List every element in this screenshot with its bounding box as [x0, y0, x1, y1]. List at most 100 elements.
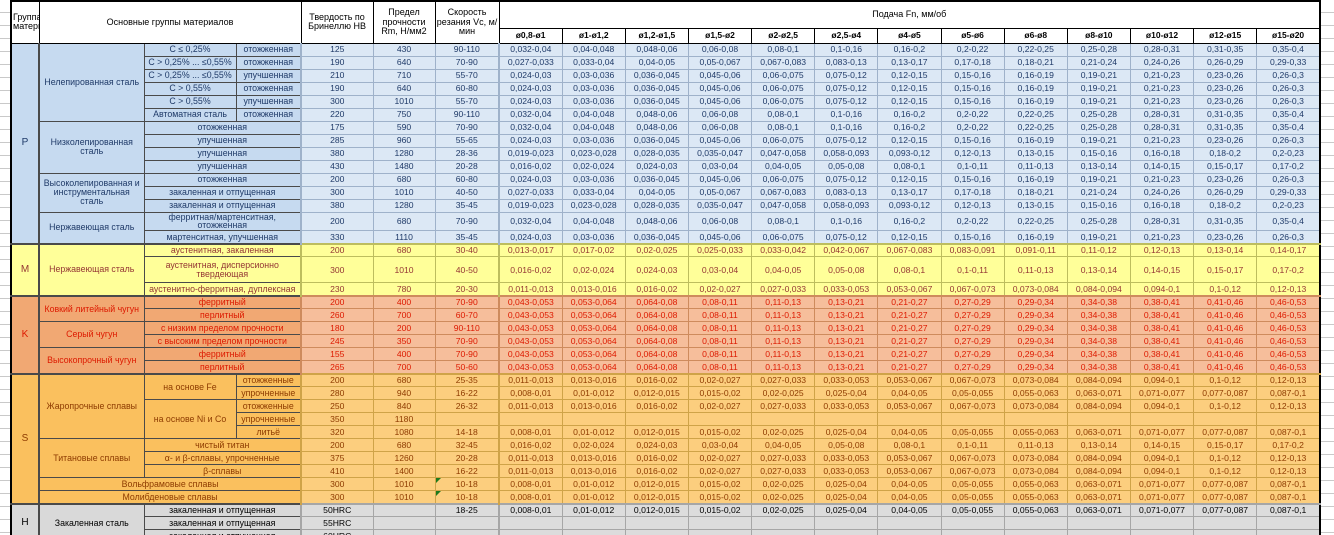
feed-cell: 0,2-0,22 — [940, 211, 1005, 232]
diameter-column-header: ø0,8-ø1 — [498, 27, 563, 44]
feed-cell: 0,017-0,02 — [561, 242, 626, 258]
feed-cell: 0,13-0,17 — [877, 55, 942, 70]
feed-cell: 0,02-0,027 — [687, 451, 753, 466]
feed-cell: 0,16-0,18 — [1129, 146, 1195, 161]
feed-cell: 0,02-0,025 — [751, 386, 816, 401]
feed-cell: 0,46-0,53 — [1256, 294, 1321, 310]
table-row: K Ковкий литейный чугун ферритный 200 400 70-… — [10, 294, 1321, 375]
feed-cell: 0,02-0,025 — [751, 490, 816, 505]
speed-cell: 25-35 — [434, 372, 501, 388]
feed-cell: 0,15-0,16 — [940, 68, 1005, 83]
feed-cell: 0,015-0,02 — [687, 477, 753, 492]
feed-cell: 0,045-0,06 — [687, 133, 753, 148]
material-label-cell: мартенситная, упучшенная — [143, 230, 302, 245]
material-label-cell: литьё — [235, 425, 302, 440]
feed-cell: 0,024-0,03 — [498, 81, 563, 96]
feed-cell: 0,025-0,04 — [814, 502, 879, 518]
feed-cell: 0,12-0,13 — [940, 146, 1005, 161]
speed-cell: 55-70 — [434, 94, 501, 109]
feed-cell: 0,063-0,071 — [1066, 386, 1131, 401]
feed-cell: 0,06-0,075 — [751, 172, 816, 187]
feed-cell: 0,036-0,045 — [624, 81, 689, 96]
feed-cell: 0,06-0,075 — [751, 68, 816, 83]
feed-cell: 0,016-0,02 — [624, 372, 689, 388]
material-label-cell: Закаленная сталь — [38, 502, 145, 535]
feed-cell: 0,067-0,083 — [751, 55, 816, 70]
feed-cell: 0,1-0,11 — [940, 256, 1005, 284]
hardness-cell: 200 — [300, 172, 374, 187]
feed-cell: 0,027-0,033 — [751, 372, 816, 388]
strength-cell: 1180 — [372, 412, 436, 427]
feed-cell: 0,08-0,1 — [751, 120, 816, 135]
feed-cell: 0,41-0,46 — [1193, 294, 1258, 310]
feed-cell: 0,12-0,15 — [877, 94, 942, 109]
feed-cell: 0,15-0,16 — [1066, 198, 1131, 213]
feed-cell: 0,16-0,2 — [877, 107, 942, 122]
feed-cell: 0,06-0,08 — [687, 42, 753, 57]
feed-cell: 0,073-0,084 — [1003, 399, 1068, 414]
feed-cell: 0,05-0,055 — [940, 425, 1005, 440]
feed-cell: 0,12-0,13 — [1256, 451, 1321, 466]
table-row: упучшенная 380 1280 28-36 0,019-0,023 0,023-0… — [11, 146, 1321, 161]
feed-cell: 0,05-0,055 — [940, 502, 1005, 518]
feed-cell: 0,13-0,15 — [1003, 198, 1068, 213]
feed-cell — [1003, 529, 1068, 535]
feed-cell: 0,042-0,067 — [814, 242, 879, 258]
feed-cell: 0,1-0,16 — [814, 107, 879, 122]
speed-cell: 20-30 — [434, 282, 501, 297]
feed-cell: 0,023-0,028 — [561, 198, 626, 213]
feed-cell: 0,027-0,033 — [751, 399, 816, 414]
material-label-cell: упучшенная — [143, 146, 302, 161]
material-label-cell: упрочненные — [235, 386, 302, 401]
material-label-cell: закаленная и отпущенная — [143, 516, 302, 531]
feed-cell: 0,41-0,46 — [1193, 347, 1258, 362]
feed-cell: 0,016-0,02 — [498, 438, 563, 453]
table-row: C > 0,55% отожженная 190 640 60-80 0,024-0,03… — [11, 81, 1321, 96]
diameter-column-header: ø10-ø12 — [1129, 27, 1195, 44]
strength-cell: 200 — [372, 321, 436, 336]
feed-cell: 0,032-0,04 — [498, 120, 563, 135]
feed-cell: 0,025-0,033 — [687, 242, 753, 258]
feed-cell: 0,11-0,13 — [1003, 159, 1068, 174]
feed-cell: 0,15-0,16 — [940, 133, 1005, 148]
feed-cell: 0,073-0,084 — [1003, 282, 1068, 297]
speed-cell: 70-90 — [434, 294, 501, 310]
feed-cell: 0,16-0,19 — [1003, 133, 1068, 148]
header-hardness: Твердость по Бринеллю HB — [300, 0, 374, 44]
feed-cell: 0,17-0,18 — [940, 55, 1005, 70]
feed-cell: 0,46-0,53 — [1256, 321, 1321, 336]
hardness-cell: 220 — [300, 107, 374, 122]
table-row: Низколепированная сталь отожженная 175 590 7… — [11, 120, 1321, 174]
feed-cell: 0,1-0,16 — [814, 42, 879, 57]
table-row: β-сплавы 410 1400 16-22 0,011-0,013 0,013-0,0… — [11, 464, 1321, 479]
feed-cell: 0,077-0,087 — [1193, 386, 1258, 401]
material-label-cell: на основе Fe — [143, 372, 237, 401]
feed-cell: 0,16-0,19 — [1003, 81, 1068, 96]
feed-cell: 0,04-0,05 — [877, 502, 942, 518]
feed-cell: 0,01-0,012 — [561, 490, 626, 505]
strength-cell — [372, 529, 436, 535]
hardness-cell: 175 — [300, 120, 374, 135]
feed-cell: 0,045-0,06 — [687, 94, 753, 109]
hardness-cell: 180 — [300, 321, 374, 336]
feed-cell: 0,08-0,11 — [687, 321, 753, 336]
speed-cell: 70-90 — [434, 347, 501, 362]
strength-cell: 680 — [372, 211, 436, 232]
feed-cell: 0,16-0,18 — [1129, 198, 1195, 213]
feed-cell: 0,02-0,027 — [687, 464, 753, 479]
hardness-cell: 200 — [300, 438, 374, 453]
speed-cell — [434, 412, 501, 427]
material-label-cell: Титановые сплавы — [38, 438, 145, 479]
table-row: Вольфрамовые сплавы 300 1010 10-18 0,008-0,0… — [11, 477, 1321, 492]
material-label-cell: отожженная — [143, 120, 302, 135]
hardness-cell: 430 — [300, 159, 374, 174]
feed-cell: 0,19-0,21 — [1066, 81, 1131, 96]
feed-cell: 0,093-0,12 — [877, 146, 942, 161]
feed-cell: 0,38-0,41 — [1129, 334, 1195, 349]
feed-cell: 0,2-0,22 — [940, 107, 1005, 122]
feed-cell: 0,13-0,21 — [814, 308, 879, 323]
table-row: упучшенная 430 1480 20-28 0,016-0,02 0,02-0,0… — [11, 159, 1321, 174]
hardness-cell: 300 — [300, 185, 374, 200]
hardness-cell: 300 — [300, 94, 374, 109]
feed-cell: 0,11-0,13 — [751, 321, 816, 336]
